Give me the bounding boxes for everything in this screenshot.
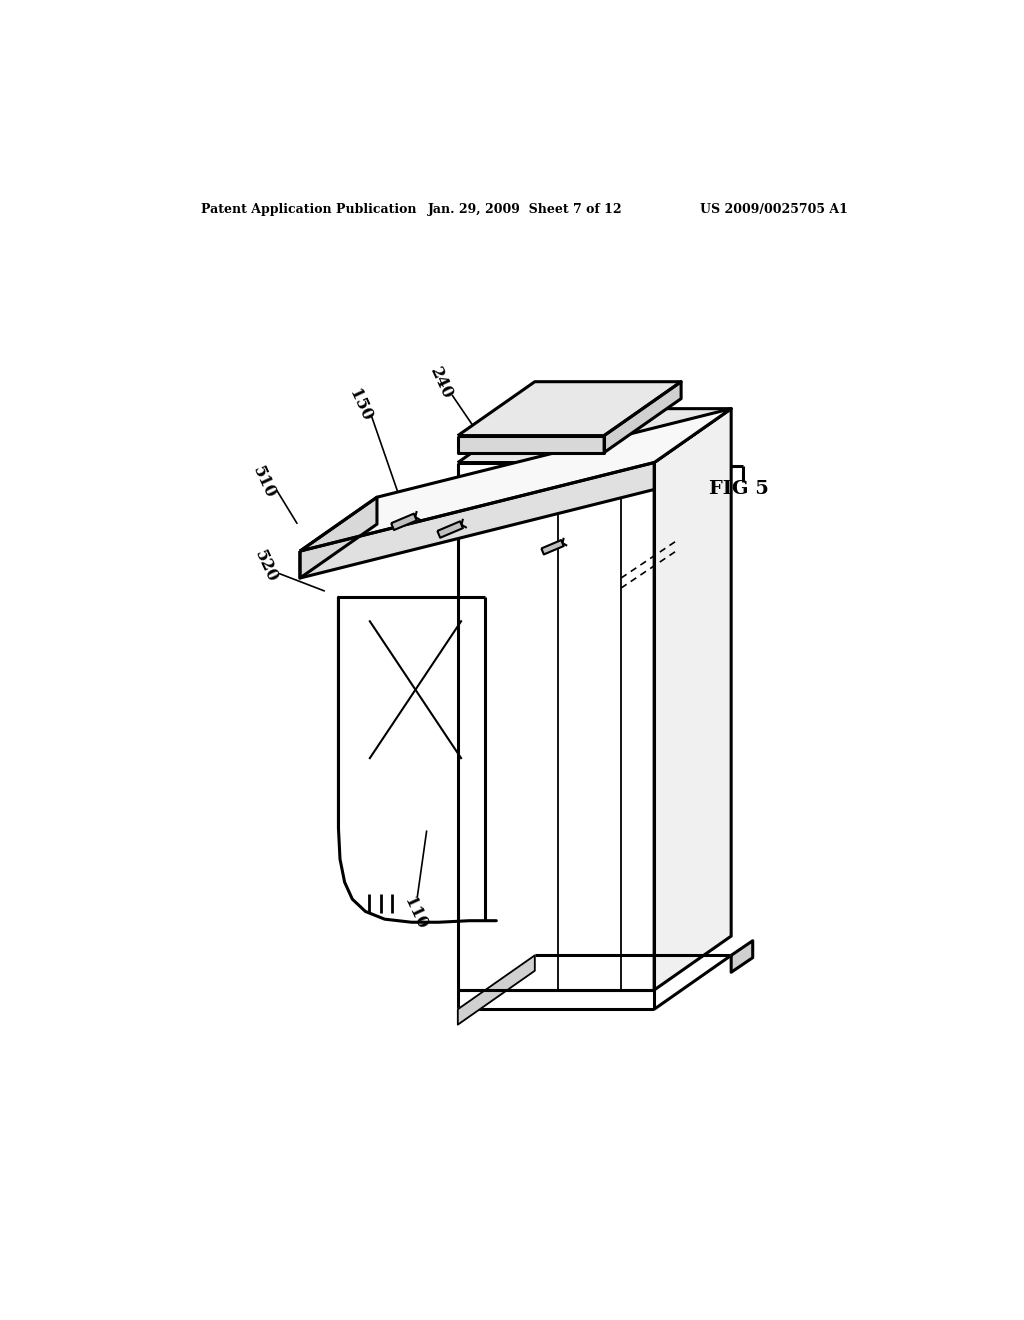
Text: Jan. 29, 2009  Sheet 7 of 12: Jan. 29, 2009 Sheet 7 of 12: [427, 203, 623, 216]
Polygon shape: [300, 409, 731, 552]
Text: 520: 520: [251, 548, 281, 585]
Polygon shape: [437, 521, 463, 537]
Text: US 2009/0025705 A1: US 2009/0025705 A1: [700, 203, 848, 216]
Polygon shape: [300, 462, 654, 578]
Polygon shape: [458, 436, 604, 453]
Polygon shape: [654, 409, 731, 990]
Polygon shape: [458, 956, 535, 1024]
Text: 150: 150: [345, 385, 375, 424]
Polygon shape: [731, 941, 753, 973]
Polygon shape: [604, 381, 681, 453]
Polygon shape: [300, 498, 377, 578]
Text: 240: 240: [426, 364, 456, 403]
Polygon shape: [458, 409, 731, 462]
Polygon shape: [542, 540, 563, 554]
Polygon shape: [391, 513, 417, 531]
Text: 510: 510: [249, 463, 279, 500]
Text: 110: 110: [400, 894, 430, 932]
Polygon shape: [458, 381, 681, 436]
Polygon shape: [458, 462, 654, 990]
Text: FIG 5: FIG 5: [709, 480, 769, 499]
Text: Patent Application Publication: Patent Application Publication: [202, 203, 417, 216]
